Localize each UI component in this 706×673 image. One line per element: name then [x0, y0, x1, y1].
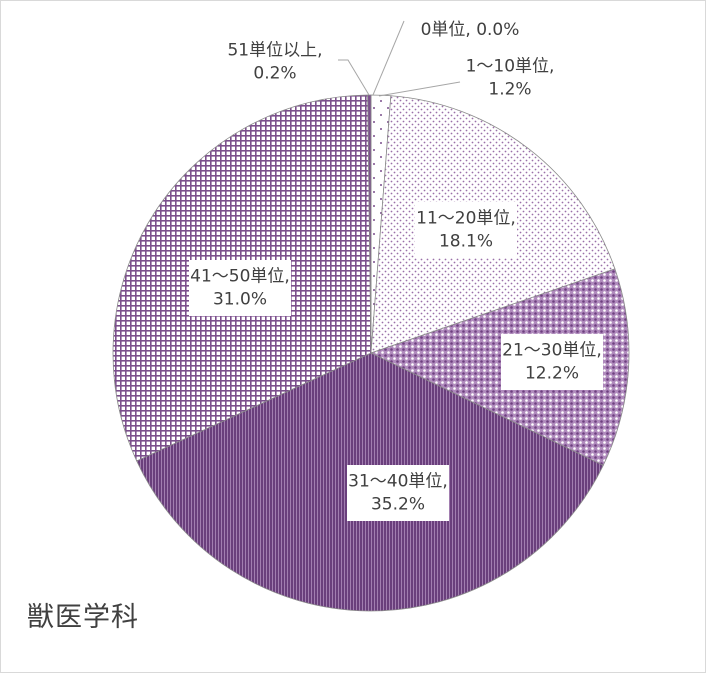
data-label-3-category: 11～20単位,	[416, 209, 516, 229]
data-label-box-5	[347, 465, 449, 521]
data-label-4-percent: 12.2%	[525, 364, 579, 384]
data-label-7-category: 51単位以上,	[227, 41, 322, 61]
data-label-6-category: 41～50単位,	[190, 267, 290, 287]
leader-line-2	[378, 81, 461, 97]
data-label-box-6	[189, 260, 291, 316]
data-label-5-category: 31～40単位,	[348, 472, 448, 492]
data-label-5-percent: 35.2%	[371, 495, 425, 515]
data-label-box-4	[501, 334, 603, 390]
leader-line-7	[338, 59, 370, 96]
data-label-box-3	[415, 202, 517, 258]
data-label-2-category: 1～10単位,	[466, 57, 555, 77]
data-label-7-percent: 0.2%	[253, 64, 296, 84]
chart-caption: 獣医学科	[27, 602, 139, 633]
data-label-3-percent: 18.1%	[439, 232, 493, 252]
pie-slice-4	[369, 268, 630, 466]
data-label-4-category: 21～30単位,	[502, 341, 602, 361]
data-label-6-percent: 31.0%	[213, 290, 267, 310]
leader-line-1	[372, 20, 405, 96]
data-label-1: 0単位, 0.0%	[421, 20, 520, 40]
pie-slice-7	[367, 94, 372, 354]
data-label-2-percent: 1.2%	[488, 80, 531, 100]
